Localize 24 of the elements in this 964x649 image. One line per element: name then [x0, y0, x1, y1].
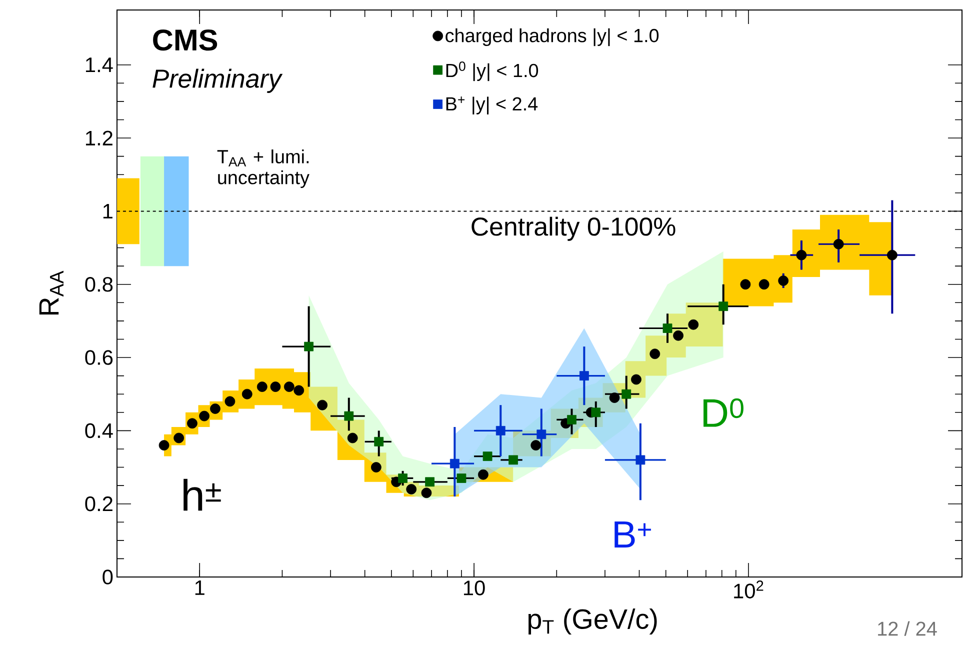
x-tick-label: 10: [464, 580, 485, 596]
y-tick-label: 1.2: [86, 130, 112, 146]
y-axis-title: R$_{AA}$: [39, 270, 64, 315]
x-tick-label: 10$^{2}$: [734, 580, 764, 598]
x-tick-label: 1: [195, 580, 204, 595]
legend-label: B$^{+}$ |y| < 2.4: [446, 96, 538, 114]
annotation: T$_{AA}$ + lumi. uncertainty: [217, 149, 310, 188]
annotation: CMS: [153, 29, 218, 51]
y-tick-label: 1: [103, 204, 112, 218]
annotation: Centrality 0-100%: [472, 216, 676, 241]
text: 12 / 24: [878, 621, 937, 636]
y-tick-label: 1.4: [86, 58, 113, 72]
annotation: B$^{+}$: [614, 521, 651, 548]
y-tick-label: 0.4: [85, 423, 113, 438]
y-tick-label: 0.2: [85, 496, 112, 512]
legend-label: charged hadrons |y| < 1.0: [446, 28, 659, 46]
x-axis-title: p$_{T}$ (GeV/c): [528, 608, 657, 635]
y-tick-label: 0: [102, 570, 113, 584]
y-tick-label: 0.8: [85, 276, 113, 292]
annotation: h$^{±}$: [184, 478, 221, 511]
annotation: D$^{0}$: [704, 398, 744, 427]
legend-label: D$^{0}$ |y| < 1.0: [446, 62, 538, 82]
annotation: Preliminary: [152, 68, 283, 93]
y-tick-label: 0.6: [85, 350, 113, 365]
